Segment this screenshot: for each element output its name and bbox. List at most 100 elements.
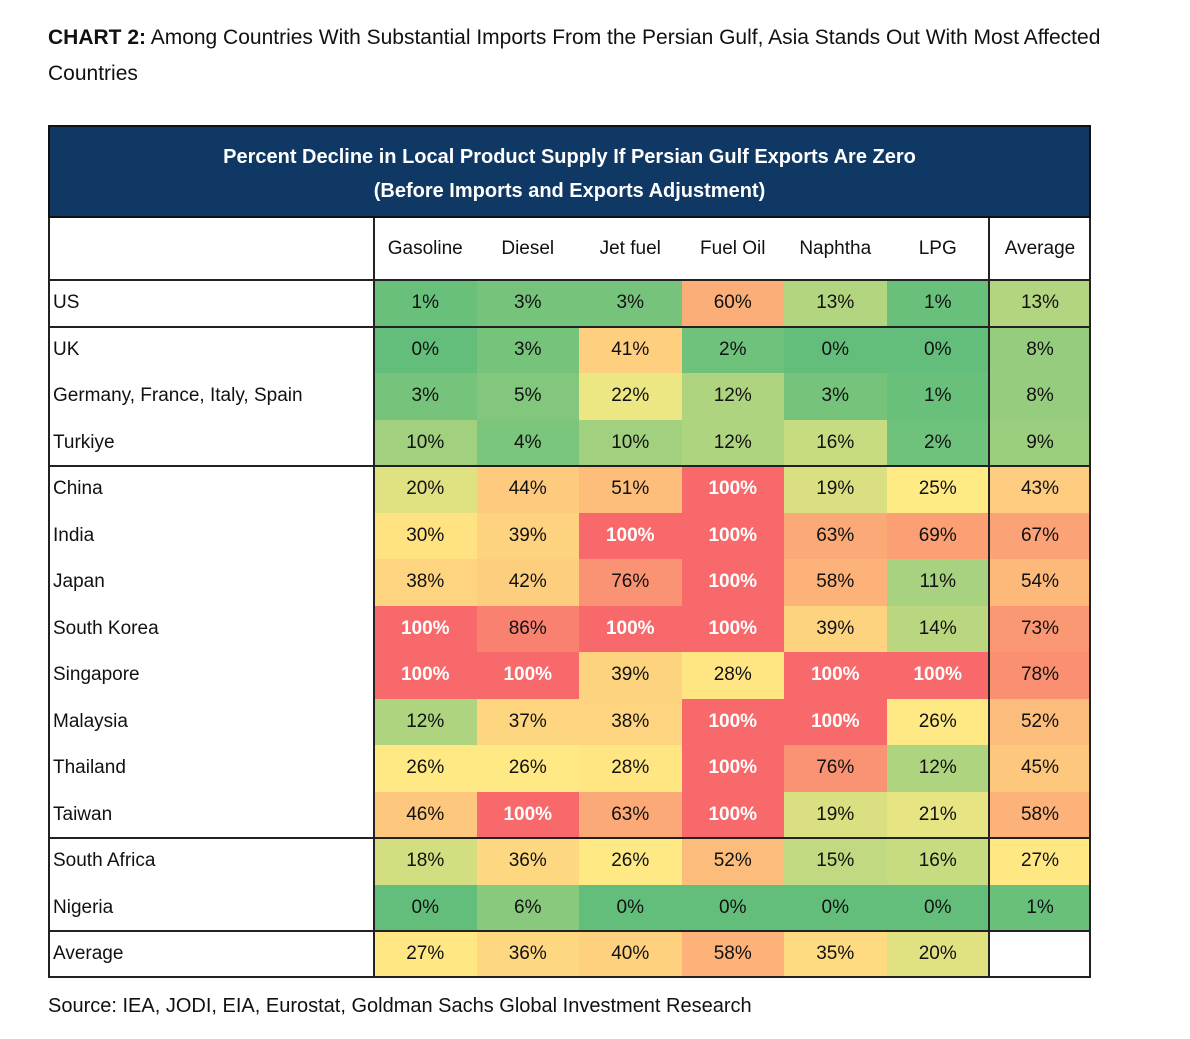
heatmap-grid: Gasoline Diesel Jet fuel Fuel Oil Naphtha LPG… — [48, 125, 1091, 979]
heatmap-cell: 22% — [579, 373, 682, 420]
heatmap-cell: 86% — [476, 605, 579, 652]
heatmap-cell: 0% — [374, 326, 477, 373]
heatmap-cell: 44% — [476, 466, 579, 513]
heatmap-cell: 0% — [886, 884, 989, 931]
table-border-left — [48, 218, 50, 978]
column-header-diesel: Diesel — [501, 238, 555, 259]
heatmap-cell: 58% — [989, 791, 1091, 838]
heatmap-cell: 78% — [989, 652, 1091, 699]
heatmap-cell: 1% — [886, 280, 989, 327]
heatmap-cell: 100% — [681, 466, 784, 513]
heatmap-cell: 26% — [374, 745, 477, 792]
row-label: Malaysia — [53, 710, 128, 732]
heatmap-cell: 3% — [476, 326, 579, 373]
heatmap-cell: 100% — [784, 652, 887, 699]
heatmap-cell: 52% — [681, 838, 784, 885]
heatmap-cell: 0% — [784, 326, 887, 373]
heatmap-cell: 27% — [989, 838, 1091, 885]
heatmap-cell: 12% — [681, 373, 784, 420]
heatmap-cell: 0% — [579, 884, 682, 931]
group-divider — [48, 837, 1091, 839]
group-divider — [48, 930, 1091, 932]
heatmap-cell: 19% — [784, 466, 887, 513]
group-divider — [48, 325, 1091, 328]
heatmap-cell: 39% — [579, 652, 682, 699]
heatmap-cell: 100% — [476, 791, 579, 838]
row-label: South Africa — [53, 850, 156, 872]
heatmap-cell: 63% — [579, 791, 682, 838]
heatmap-cell: 100% — [476, 652, 579, 699]
heatmap-cell: 20% — [374, 466, 477, 513]
heatmap-cell: 46% — [374, 791, 477, 838]
heatmap-cell: 69% — [886, 512, 989, 559]
heatmap-cell: 76% — [784, 745, 887, 792]
row-label: South Korea — [53, 617, 159, 639]
heatmap-cell: 40% — [579, 931, 682, 978]
heatmap-cell: 39% — [784, 605, 887, 652]
heatmap-cell: 10% — [579, 419, 682, 466]
heatmap-cell: 37% — [476, 698, 579, 745]
table-title-line2: (Before Imports and Exports Adjustment) — [373, 180, 766, 202]
heatmap-cell: 16% — [784, 419, 887, 466]
heatmap-cell: 51% — [579, 466, 682, 513]
row-label: India — [53, 524, 95, 546]
heatmap-cell: 60% — [681, 280, 784, 327]
heatmap-cell: 45% — [989, 745, 1091, 792]
row-label: Germany, France, Italy, Spain — [53, 385, 303, 407]
heatmap-cell: 0% — [681, 884, 784, 931]
heatmap-cell: 42% — [476, 559, 579, 606]
column-header-average: Average — [1004, 238, 1076, 259]
heatmap-cell: 26% — [579, 838, 682, 885]
heatmap-cell: 12% — [681, 419, 784, 466]
heatmap-cell: 41% — [579, 326, 682, 373]
heatmap-cell: 16% — [886, 838, 989, 885]
heatmap-cell: 100% — [681, 512, 784, 559]
heatmap-cell: 6% — [476, 884, 579, 931]
heatmap-cell: 9% — [989, 419, 1091, 466]
row-label: Turkiye — [53, 431, 115, 453]
heatmap-cell: 67% — [989, 512, 1091, 559]
column-header-gasoline: Gasoline — [387, 238, 463, 259]
heatmap-cell: 20% — [886, 931, 989, 978]
row-label: Nigeria — [53, 896, 114, 918]
heatmap-cell: 3% — [374, 373, 477, 420]
heatmap-cell: 12% — [374, 698, 477, 745]
heatmap-cell: 73% — [989, 605, 1091, 652]
heatmap-cell: 3% — [476, 280, 579, 327]
heatmap-cell: 39% — [476, 512, 579, 559]
heatmap-cell: 18% — [374, 838, 477, 885]
heatmap-cell: 14% — [886, 605, 989, 652]
heatmap-cell: 8% — [989, 326, 1091, 373]
column-header-lpg: LPG — [918, 238, 957, 259]
heatmap-cell — [989, 931, 1091, 978]
heatmap-cell: 100% — [681, 605, 784, 652]
heatmap-cell: 1% — [886, 373, 989, 420]
source-note: Source: IEA, JODI, EIA, Eurostat, Goldma… — [48, 995, 752, 1017]
heatmap-cell: 4% — [476, 419, 579, 466]
heatmap-cell: 63% — [784, 512, 887, 559]
heatmap-cell: 3% — [579, 280, 682, 327]
row-label: Average — [53, 943, 124, 965]
average-column-divider — [988, 218, 990, 978]
heatmap-cell: 36% — [476, 931, 579, 978]
group-divider — [48, 465, 1091, 467]
heatmap-cell: 1% — [989, 884, 1091, 931]
heatmap-cell: 25% — [886, 466, 989, 513]
heatmap-cell: 11% — [886, 559, 989, 606]
label-column-divider — [373, 218, 375, 978]
heatmap-cell: 100% — [681, 745, 784, 792]
heatmap-cell: 36% — [476, 838, 579, 885]
heatmap-cell: 30% — [374, 512, 477, 559]
heatmap-cell: 43% — [989, 466, 1091, 513]
heatmap-cell: 58% — [784, 559, 887, 606]
heatmap-cell: 0% — [374, 884, 477, 931]
heatmap-cell: 100% — [579, 512, 682, 559]
heatmap-cell: 100% — [681, 791, 784, 838]
heatmap-cell: 3% — [784, 373, 887, 420]
row-label: Taiwan — [53, 803, 113, 825]
heatmap-cell: 100% — [681, 559, 784, 606]
heatmap-cell: 35% — [784, 931, 887, 978]
heatmap-cell: 8% — [989, 373, 1091, 420]
heatmap-cell: 0% — [886, 326, 989, 373]
heatmap-cell: 27% — [374, 931, 477, 978]
